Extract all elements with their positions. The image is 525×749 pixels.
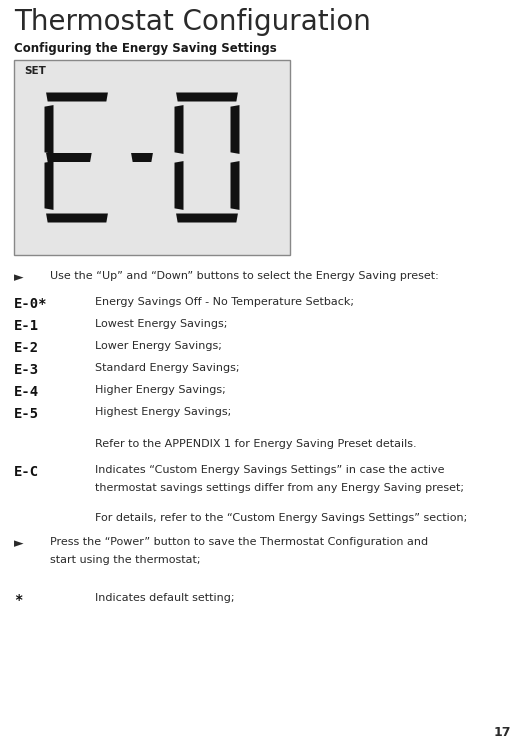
Polygon shape [176,92,238,102]
Text: Indicates “Custom Energy Savings Settings” in case the active: Indicates “Custom Energy Savings Setting… [95,465,445,475]
Text: start using the thermostat;: start using the thermostat; [50,555,201,565]
Text: Indicates default setting;: Indicates default setting; [95,593,235,603]
Polygon shape [230,105,239,154]
Polygon shape [131,153,153,162]
Text: E-C: E-C [14,465,39,479]
Text: Energy Savings Off - No Temperature Setback;: Energy Savings Off - No Temperature Setb… [95,297,354,307]
Text: Use the “Up” and “Down” buttons to select the Energy Saving preset:: Use the “Up” and “Down” buttons to selec… [50,271,439,281]
Text: Configuring the Energy Saving Settings: Configuring the Energy Saving Settings [14,42,277,55]
Text: ►: ► [14,271,24,284]
Text: *: * [14,593,23,607]
Bar [14,60,290,255]
Polygon shape [174,105,184,154]
Text: ►: ► [14,537,24,550]
Text: E-1: E-1 [14,319,39,333]
Polygon shape [46,92,108,102]
Text: Press the “Power” button to save the Thermostat Configuration and: Press the “Power” button to save the The… [50,537,428,547]
Text: E-5: E-5 [14,407,39,421]
Polygon shape [46,213,108,222]
Text: Higher Energy Savings;: Higher Energy Savings; [95,385,226,395]
Text: E-4: E-4 [14,385,39,399]
Text: E-3: E-3 [14,363,39,377]
Text: Lowest Energy Savings;: Lowest Energy Savings; [95,319,227,329]
Polygon shape [46,153,92,162]
Polygon shape [176,213,238,222]
Text: Highest Energy Savings;: Highest Energy Savings; [95,407,231,417]
Polygon shape [45,105,54,154]
Text: thermostat savings settings differ from any Energy Saving preset;: thermostat savings settings differ from … [95,483,464,493]
Text: Standard Energy Savings;: Standard Energy Savings; [95,363,239,373]
Text: E-2: E-2 [14,341,39,355]
Polygon shape [174,161,184,210]
Polygon shape [230,161,239,210]
Text: SET: SET [24,66,46,76]
Text: Lower Energy Savings;: Lower Energy Savings; [95,341,222,351]
Polygon shape [45,161,54,210]
Text: Thermostat Configuration: Thermostat Configuration [14,8,371,36]
Text: For details, refer to the “Custom Energy Savings Settings” section;: For details, refer to the “Custom Energy… [95,513,467,523]
Text: E-0*: E-0* [14,297,47,311]
Text: 17: 17 [494,726,511,739]
Text: Refer to the APPENDIX 1 for Energy Saving Preset details.: Refer to the APPENDIX 1 for Energy Savin… [95,439,417,449]
